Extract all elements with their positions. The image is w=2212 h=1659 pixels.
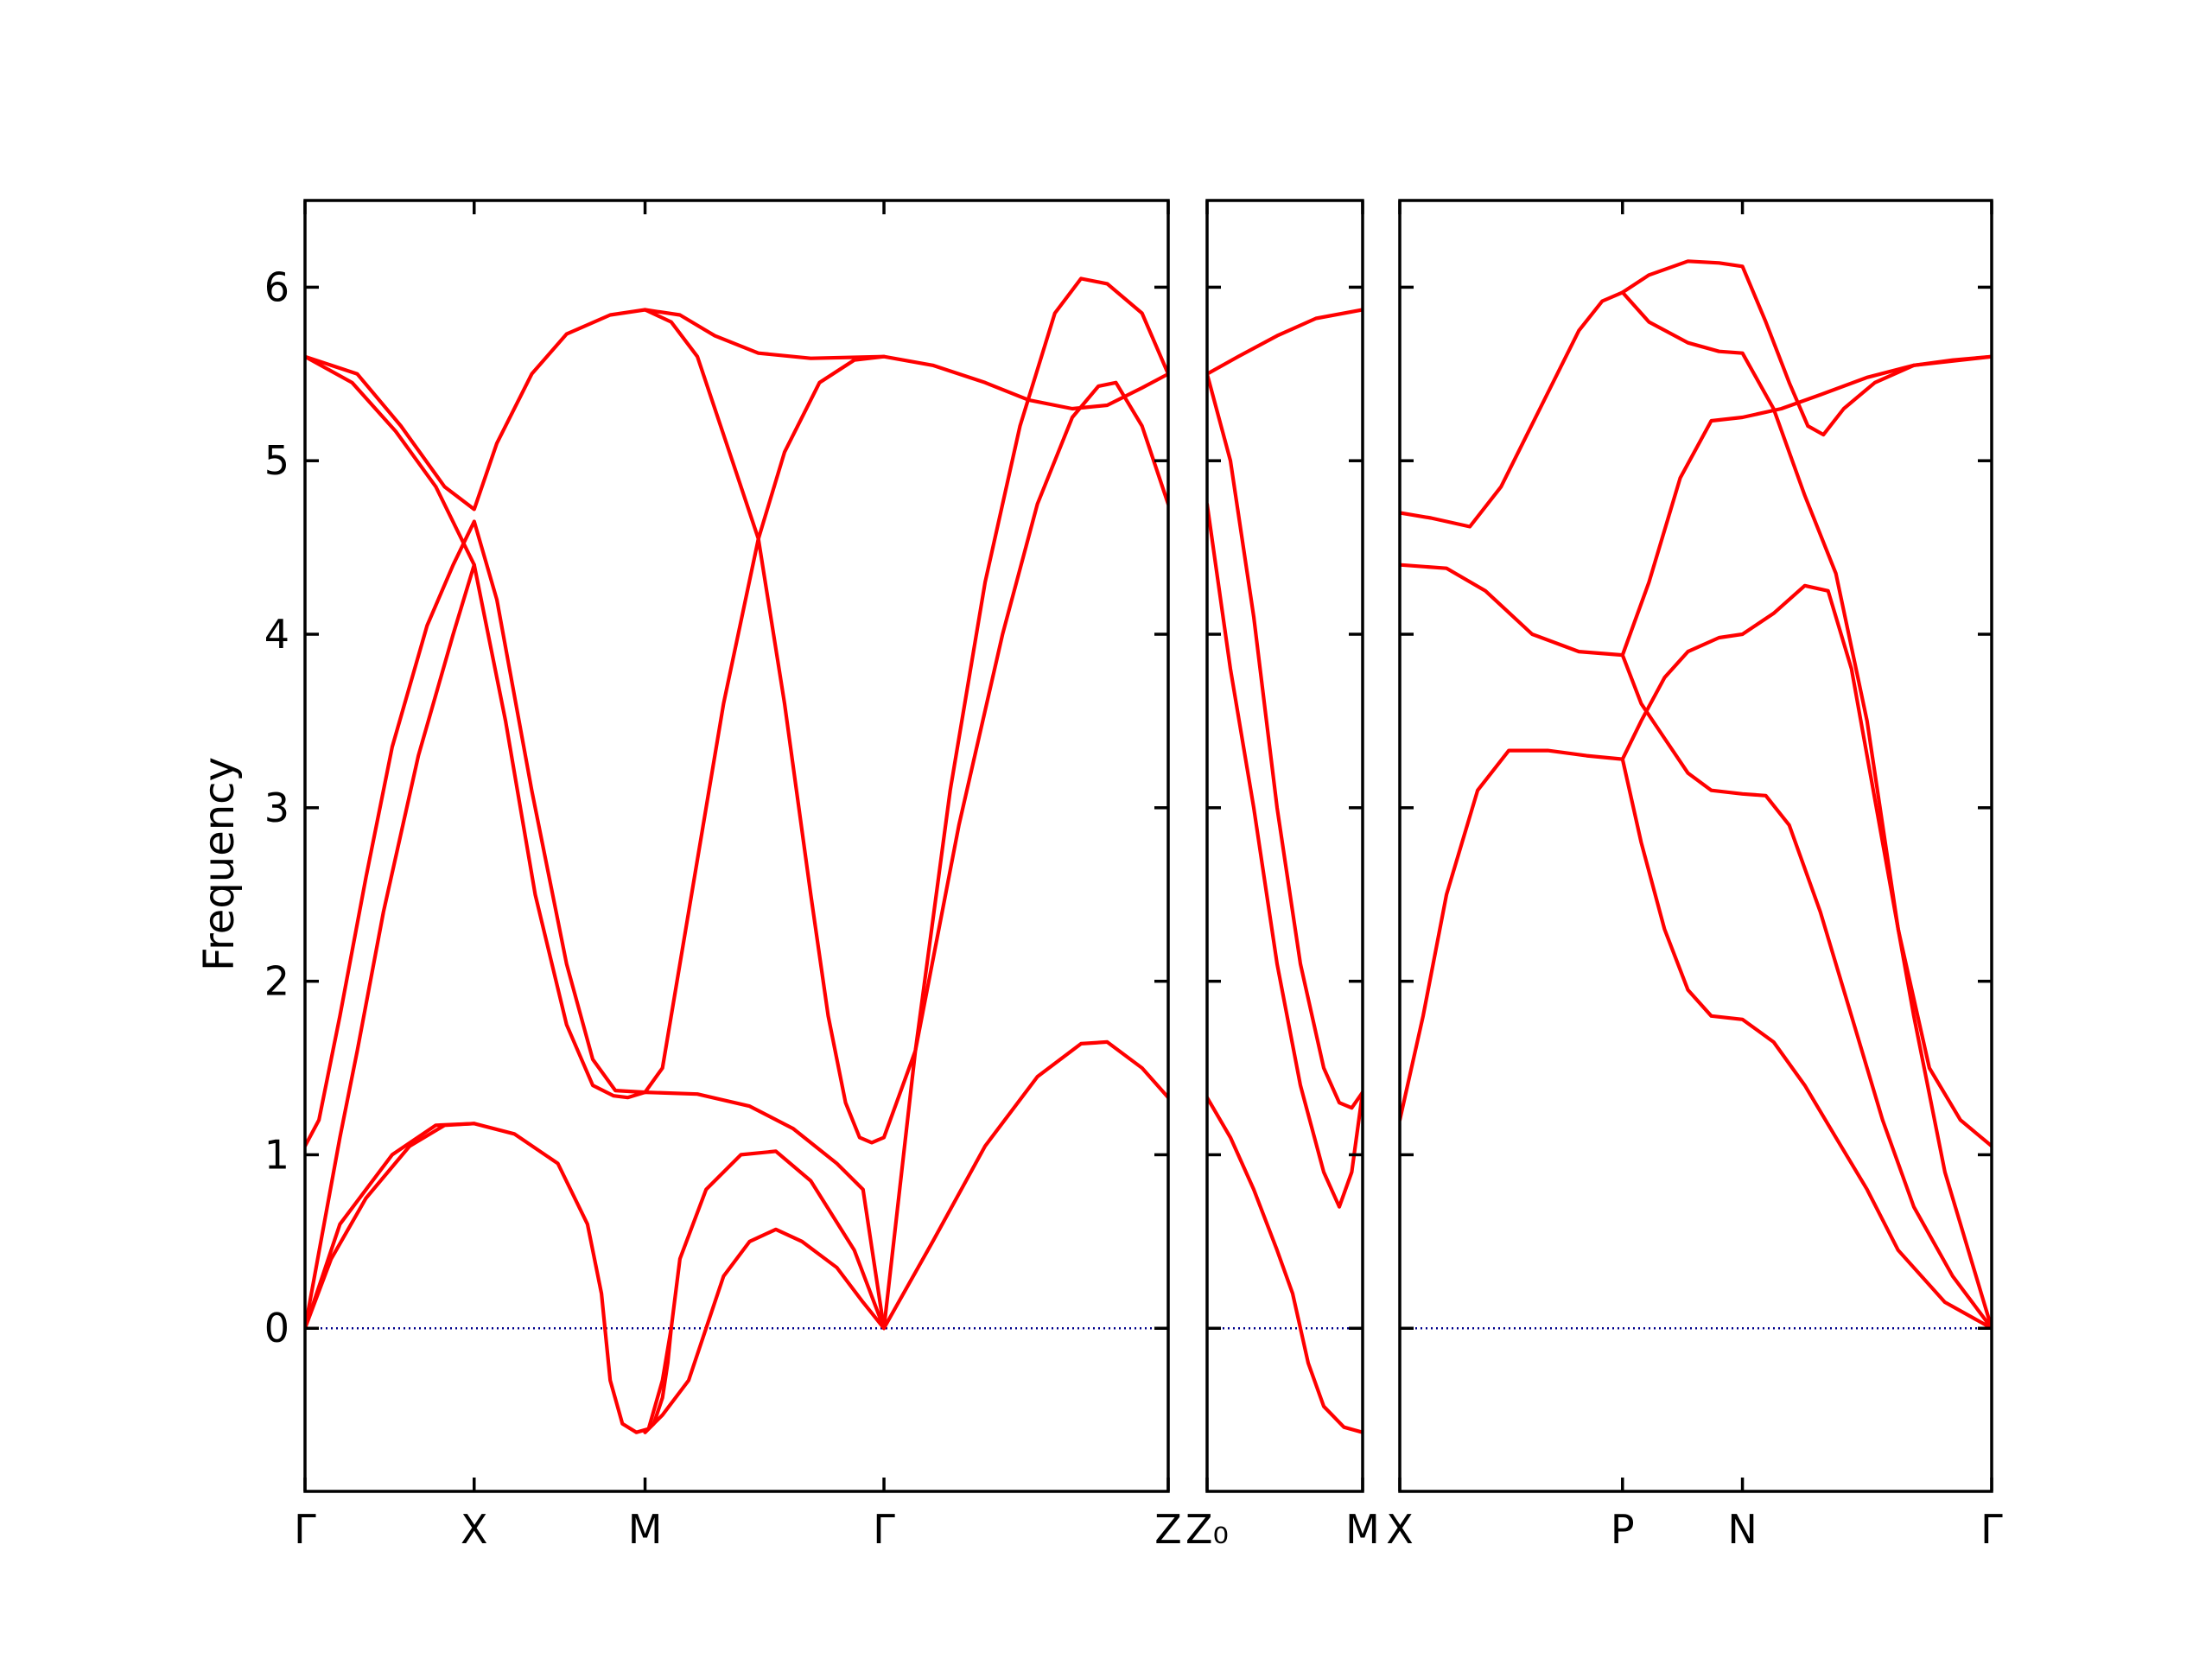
x-tick-label: Z [1154,1506,1182,1553]
panel-frame [303,199,1170,1493]
y-tick-label: 1 [264,1131,289,1178]
y-tick-label: 5 [264,437,289,484]
x-tick-label: Γ [294,1506,316,1553]
x-tick-label: X [461,1506,488,1553]
band-line [881,1039,1168,1331]
band-line [305,308,887,512]
bands [305,276,1168,1434]
band-line [1400,290,1992,1148]
bands [1400,259,1992,1331]
y-tick-label: 2 [264,958,289,1005]
band-line [1207,372,1363,1110]
y-tick-label: 0 [264,1305,289,1351]
x-tick-label: Γ [1980,1506,2003,1553]
y-axis-label: Frequency [195,757,244,971]
y-tick-label: 4 [264,611,289,658]
bands [1207,308,1363,1434]
x-tick-label: M [1345,1506,1380,1553]
x-tick-label: P [1611,1506,1635,1553]
band-line [1400,583,1992,1331]
band-line [1207,502,1363,1209]
band-line [643,308,1168,1145]
x-tick-label: M [628,1506,663,1553]
band-line [305,354,1168,1100]
panel-2: Z₀ M [1185,199,1380,1553]
x-tick-label: X [1386,1506,1414,1553]
band-line [1207,308,1363,376]
band-line [305,1122,887,1434]
y-tick-label: 6 [264,264,289,310]
x-tick-label: N [1727,1506,1757,1553]
band-line [1400,354,1992,658]
panel-1: 0 1 2 3 4 5 6 Γ X M Γ Z [264,199,1182,1553]
band-line [881,276,1168,1331]
panel-frame [1398,199,1993,1493]
band-line [305,563,476,1331]
band-line [305,519,647,1148]
x-tick-label: Γ [873,1506,895,1553]
band-line [643,1227,887,1434]
band-line [1620,653,1992,1331]
panel-frame [1205,199,1364,1493]
x-tick-label: Z₀ [1185,1506,1229,1553]
band-line [643,1090,887,1331]
band-line [1207,1096,1363,1434]
band-line [1620,259,1992,437]
band-line [1620,757,1992,1331]
y-tick-label: 3 [264,785,289,831]
band-line [643,1326,673,1434]
band-line [305,1122,476,1331]
